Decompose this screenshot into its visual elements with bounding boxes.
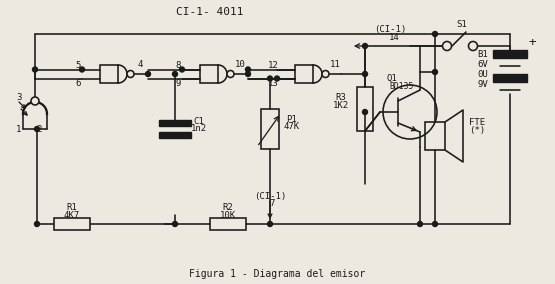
- Bar: [295, 65, 313, 83]
- Circle shape: [432, 70, 437, 74]
- Circle shape: [362, 43, 367, 49]
- Text: 47K: 47K: [284, 122, 300, 131]
- Bar: [493, 50, 527, 58]
- Circle shape: [362, 72, 367, 76]
- Text: 11: 11: [330, 60, 340, 68]
- Bar: [425, 122, 445, 150]
- Bar: [493, 74, 527, 82]
- Circle shape: [31, 97, 39, 105]
- Text: Q1: Q1: [387, 74, 397, 82]
- Circle shape: [245, 72, 250, 76]
- Text: BD135: BD135: [390, 82, 414, 91]
- Text: 9: 9: [175, 78, 181, 87]
- Text: 2: 2: [36, 124, 42, 133]
- Circle shape: [322, 70, 329, 78]
- Circle shape: [34, 126, 39, 131]
- Text: (CI-1): (CI-1): [374, 24, 406, 34]
- Bar: [100, 65, 118, 83]
- Text: (*): (*): [469, 126, 485, 135]
- Circle shape: [245, 67, 250, 72]
- Circle shape: [268, 222, 273, 227]
- Circle shape: [268, 76, 273, 81]
- Text: 9V: 9V: [477, 80, 488, 89]
- Circle shape: [173, 72, 178, 76]
- Circle shape: [79, 67, 84, 72]
- Circle shape: [417, 222, 422, 227]
- Text: +: +: [528, 36, 536, 49]
- Text: 14: 14: [388, 32, 400, 41]
- Circle shape: [145, 72, 150, 76]
- Text: 3: 3: [16, 93, 22, 101]
- Bar: [159, 120, 191, 126]
- Text: 8: 8: [175, 60, 181, 70]
- Circle shape: [33, 67, 38, 72]
- Bar: [357, 87, 373, 131]
- Circle shape: [127, 70, 134, 78]
- Text: 7: 7: [269, 199, 275, 208]
- Bar: [261, 109, 279, 149]
- Text: (CI-1): (CI-1): [254, 191, 286, 201]
- Circle shape: [468, 41, 477, 51]
- Text: Figura 1 - Diagrama del emisor: Figura 1 - Diagrama del emisor: [189, 269, 365, 279]
- Text: P1: P1: [286, 114, 297, 124]
- Text: 5: 5: [75, 60, 80, 70]
- Text: 4: 4: [137, 60, 143, 68]
- Circle shape: [227, 70, 234, 78]
- Circle shape: [275, 76, 280, 81]
- Text: 6: 6: [75, 78, 80, 87]
- Text: R2: R2: [223, 204, 233, 212]
- Text: 4K7: 4K7: [64, 210, 80, 220]
- Text: S1: S1: [457, 20, 467, 28]
- Text: 0U: 0U: [477, 70, 488, 78]
- Text: 1: 1: [16, 124, 22, 133]
- Text: R3: R3: [336, 93, 346, 101]
- Bar: [210, 218, 246, 230]
- Text: 13: 13: [268, 78, 279, 87]
- Text: 1n2: 1n2: [191, 124, 207, 133]
- Text: 12: 12: [268, 60, 279, 70]
- Text: 1K2: 1K2: [333, 101, 349, 110]
- Circle shape: [432, 32, 437, 37]
- Circle shape: [432, 222, 437, 227]
- Circle shape: [179, 67, 184, 72]
- Text: 10K: 10K: [220, 210, 236, 220]
- Text: FTE: FTE: [469, 118, 485, 126]
- Bar: [200, 65, 218, 83]
- Text: 10: 10: [235, 60, 245, 68]
- Text: C1: C1: [194, 116, 204, 126]
- Text: B1: B1: [477, 49, 488, 59]
- Text: 6V: 6V: [477, 60, 488, 68]
- Bar: [159, 132, 191, 138]
- Text: R1: R1: [67, 204, 77, 212]
- Bar: [54, 218, 90, 230]
- Circle shape: [173, 222, 178, 227]
- Circle shape: [34, 222, 39, 227]
- Circle shape: [362, 110, 367, 114]
- Circle shape: [442, 41, 452, 51]
- Text: CI-1- 4011: CI-1- 4011: [176, 7, 244, 17]
